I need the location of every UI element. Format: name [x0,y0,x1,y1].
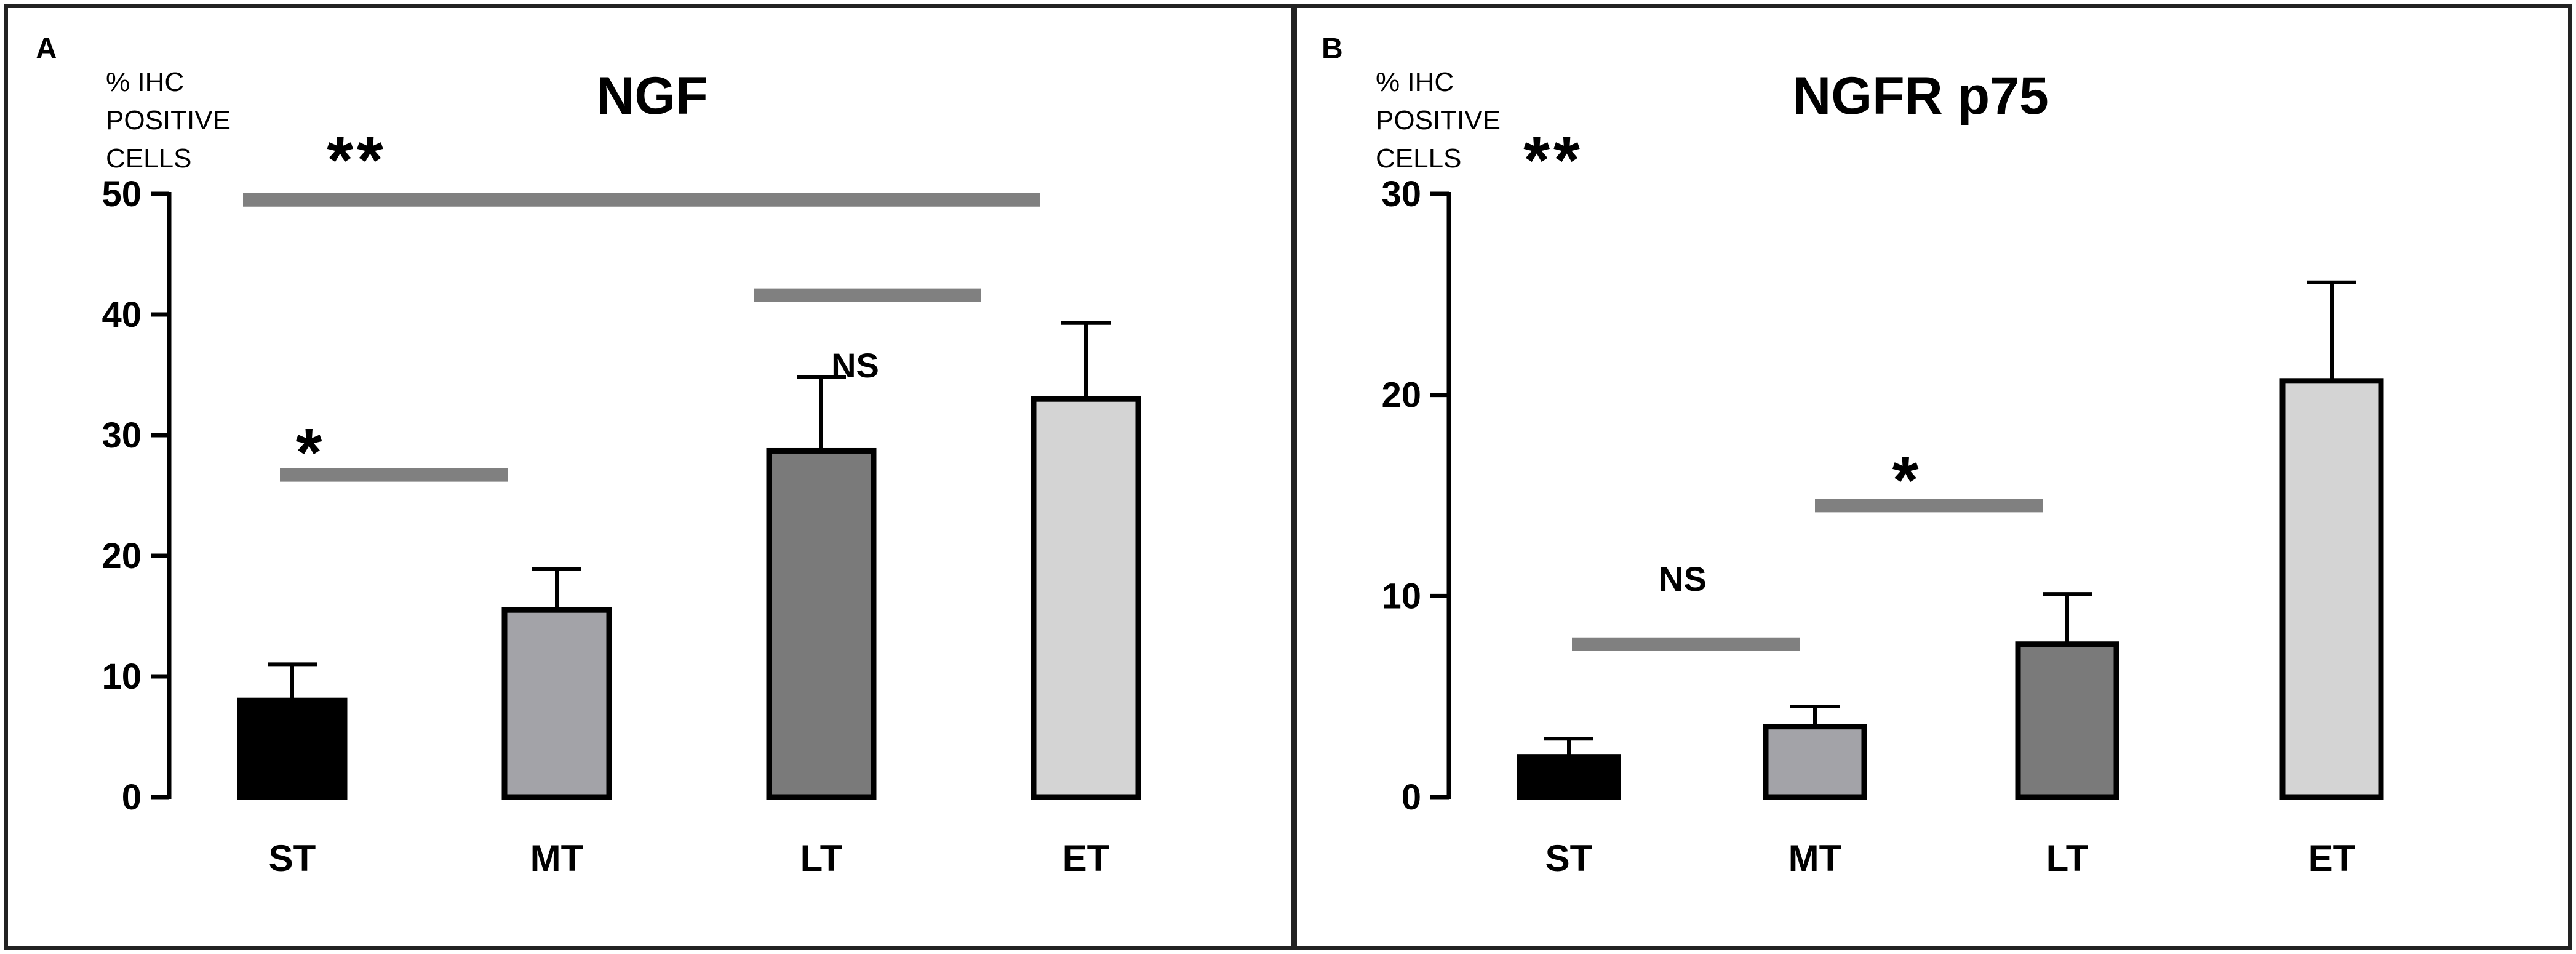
bar-mt [501,607,612,800]
x-tick-label-st: ST [1545,838,1593,879]
panel-a-title: NGF [596,66,708,126]
y-tick-label: 10 [102,657,142,697]
y-tick-label: 30 [1381,174,1421,214]
y-label-line-1: % IHC [106,67,184,97]
y-label-line-3: CELLS [106,143,191,174]
bar-mt [1763,724,1867,800]
panel-b-y-axis-label: % IHC POSITIVE CELLS [1376,67,1501,174]
significance-label: NS [1659,559,1707,598]
x-tick-label-mt: MT [1788,838,1842,879]
panel-b-plot: 0 10 20 30 ST MT LT ET ** NS * [1381,122,2384,879]
x-tick-label-lt: LT [800,838,843,879]
bar-st [1517,754,1621,800]
y-tick-label: 0 [1402,777,1421,817]
bar-lt [2015,641,2119,800]
panel-b-label: B [1322,33,1343,65]
panel-b-frame [1293,4,2572,950]
bar-lt [766,447,877,800]
bar-st [237,697,348,800]
y-tick-label: 10 [1381,576,1421,616]
x-tick-label-et: ET [2308,838,2356,879]
significance-label: * [1892,443,1923,518]
y-tick-label: 30 [102,415,142,455]
panel-a: A NGF % IHC POSITIVE CELLS 0 10 20 30 40 50 ST… [4,4,1295,950]
y-label-line-2: POSITIVE [1376,105,1501,135]
panel-a-y-axis-label: % IHC POSITIVE CELLS [106,67,231,174]
x-tick-label-et: ET [1063,838,1110,879]
x-tick-label-st: ST [269,838,316,879]
panel-b-title: NGFR p75 [1793,66,2049,126]
y-tick-label: 40 [102,295,142,335]
y-tick-label: 50 [102,174,142,214]
y-tick-label: 20 [1381,375,1421,415]
bar-et [1031,396,1141,800]
significance-label: * [296,415,326,491]
significance-label: NS [831,346,879,385]
panel-b: B NGFR p75 % IHC POSITIVE CELLS 0 10 20 30 S… [1293,4,2572,950]
y-tick-label: 0 [122,777,142,817]
y-tick-label: 20 [102,536,142,576]
y-label-line-2: POSITIVE [106,105,231,135]
y-label-line-1: % IHC [1376,67,1454,97]
x-tick-label-mt: MT [530,838,584,879]
y-label-line-3: CELLS [1376,143,1461,174]
significance-label: ** [327,122,387,198]
bar-et [2279,378,2384,800]
x-tick-label-lt: LT [2046,838,2089,879]
significance-label: ** [1523,122,1584,198]
panel-a-label: A [36,33,57,65]
